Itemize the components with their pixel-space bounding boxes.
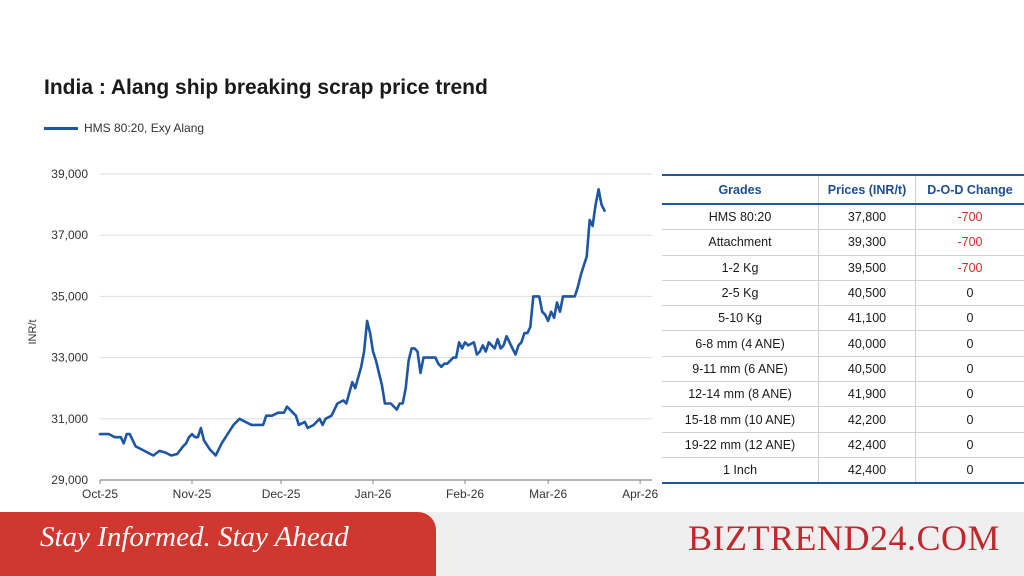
- cell-grade: 2-5 Kg: [662, 280, 819, 307]
- chart-title: India : Alang ship breaking scrap price …: [44, 76, 488, 99]
- cell-price: 40,500: [818, 280, 916, 307]
- cell-grade: 1 Inch: [662, 457, 819, 485]
- table-row: 1 Inch 42,400 0: [662, 457, 1024, 485]
- cell-dod-change: 0: [915, 356, 1024, 383]
- cell-grade: 12-14 mm (8 ANE): [662, 381, 819, 408]
- y-tick-label: 31,000: [51, 412, 88, 426]
- cell-dod-change: 0: [915, 330, 1024, 357]
- y-tick-label: 35,000: [51, 289, 88, 303]
- cell-price: 40,000: [818, 330, 916, 357]
- x-tick-label: Oct-25: [82, 487, 118, 501]
- cell-price: 41,900: [818, 381, 916, 408]
- table-row: 1-2 Kg 39,500 -700: [662, 255, 1024, 281]
- table-row: 5-10 Kg 41,100 0: [662, 305, 1024, 332]
- header-dod-change: D-O-D Change: [915, 174, 1024, 205]
- legend-swatch: [44, 126, 78, 130]
- price-table: Grades Prices (INR/t) D-O-D Change HMS 8…: [662, 174, 1024, 485]
- x-tick-label: Mar-26: [529, 487, 567, 501]
- table-row: 6-8 mm (4 ANE) 40,000 0: [662, 330, 1024, 357]
- series-line-hms-80-20: [98, 188, 606, 457]
- cell-grade: Attachment: [662, 229, 819, 256]
- cell-dod-change: -700: [915, 204, 1024, 231]
- cell-grade: HMS 80:20: [662, 204, 819, 231]
- cell-grade: 15-18 mm (10 ANE): [662, 406, 819, 433]
- table-row: 19-22 mm (12 ANE) 42,400 0: [662, 432, 1024, 458]
- cell-dod-change: 0: [915, 305, 1024, 332]
- table-row: 9-11 mm (6 ANE) 40,500 0: [662, 356, 1024, 383]
- line-chart: 29,000 31,000 33,000 35,000 37,000 39,000 Oct-…: [27, 167, 658, 501]
- tagline-banner: [0, 512, 436, 576]
- brand-banner: [424, 512, 1024, 576]
- cell-dod-change: -700: [915, 229, 1024, 256]
- header-grades: Grades: [662, 174, 819, 205]
- cell-price: 40,500: [818, 356, 916, 383]
- cell-grade: 6-8 mm (4 ANE): [662, 330, 819, 357]
- x-tick-label: Nov-25: [173, 487, 212, 501]
- cell-dod-change: 0: [915, 457, 1024, 485]
- y-tick-label: 39,000: [51, 167, 88, 181]
- y-tick-label: 33,000: [51, 351, 88, 365]
- legend-label: HMS 80:20, Exy Alang: [84, 121, 205, 135]
- cell-price: 39,300: [818, 229, 916, 256]
- cell-grade: 9-11 mm (6 ANE): [662, 356, 819, 383]
- table-row: HMS 80:20 37,800 -700: [662, 204, 1024, 231]
- cell-grade: 19-22 mm (12 ANE): [662, 432, 819, 458]
- cell-grade: 5-10 Kg: [662, 305, 819, 332]
- x-tick-label: Feb-26: [446, 487, 484, 501]
- cell-price: 37,800: [818, 204, 916, 231]
- header-prices: Prices (INR/t): [818, 174, 916, 205]
- tagline-text: Stay Informed. Stay Ahead: [40, 521, 349, 553]
- y-axis-label: INR/t: [27, 319, 39, 344]
- cell-dod-change: -700: [915, 255, 1024, 281]
- cell-price: 42,200: [818, 406, 916, 433]
- y-tick-label: 37,000: [51, 228, 88, 242]
- cell-price: 41,100: [818, 305, 916, 332]
- cell-price: 39,500: [818, 255, 916, 281]
- cell-price: 42,400: [818, 457, 916, 485]
- table-row: Attachment 39,300 -700: [662, 229, 1024, 256]
- chart-legend: HMS 80:20, Exy Alang: [44, 121, 204, 135]
- cell-dod-change: 0: [915, 280, 1024, 307]
- cell-price: 42,400: [818, 432, 916, 458]
- table-row: 12-14 mm (8 ANE) 41,900 0: [662, 381, 1024, 408]
- table-header-row: Grades Prices (INR/t) D-O-D Change: [662, 174, 1024, 205]
- brand-logo-text: BIZTREND24.COM: [688, 518, 1000, 558]
- cell-dod-change: 0: [915, 381, 1024, 408]
- cell-grade: 1-2 Kg: [662, 255, 819, 281]
- cell-dod-change: 0: [915, 432, 1024, 458]
- x-tick-label: Apr-26: [622, 487, 658, 501]
- y-tick-label: 29,000: [51, 473, 88, 487]
- table-row: 2-5 Kg 40,500 0: [662, 280, 1024, 307]
- x-tick-label: Dec-25: [262, 487, 301, 501]
- table-row: 15-18 mm (10 ANE) 42,200 0: [662, 406, 1024, 433]
- cell-dod-change: 0: [915, 406, 1024, 433]
- x-tick-label: Jan-26: [355, 487, 392, 501]
